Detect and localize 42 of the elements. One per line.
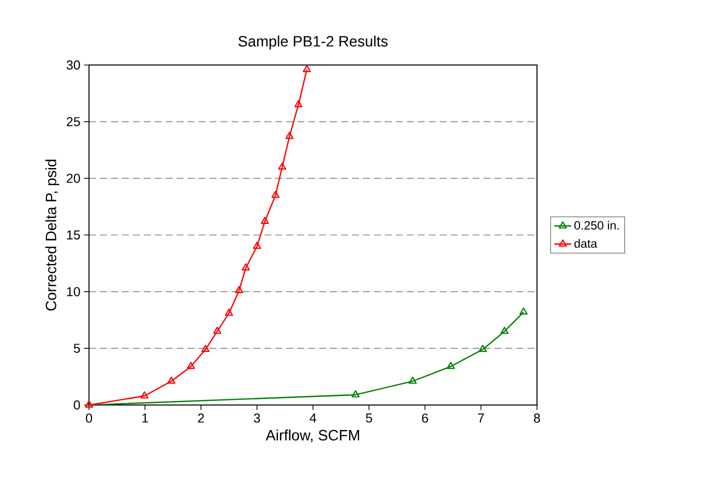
x-tick-label: 8: [534, 414, 540, 423]
point: [285, 132, 294, 139]
legend-label: 0.250 in.: [574, 220, 619, 230]
point: [294, 100, 302, 108]
point: [224, 308, 234, 316]
x-tick-label: 0: [86, 414, 92, 423]
point: [478, 344, 487, 352]
x-tick-label: 1: [142, 414, 148, 422]
point: [271, 190, 280, 198]
point: [235, 286, 244, 294]
x-tick-label: 6: [422, 414, 428, 423]
point: [186, 362, 195, 370]
chart-title: Sample PB1-2 Results: [238, 36, 388, 50]
y-tick-label: 30: [66, 60, 80, 70]
point: [352, 390, 360, 398]
legend-label: data: [574, 238, 598, 248]
point: [242, 263, 250, 270]
point: [167, 376, 176, 384]
x-axis-title: Airflow, SCFM: [266, 430, 360, 442]
x-tick-label: 4: [310, 414, 316, 422]
point: [500, 326, 509, 334]
y-tick-label: 20: [66, 174, 80, 183]
y-tick-label: 15: [67, 230, 80, 240]
x-tick-label: 3: [254, 414, 260, 423]
y-tick-label: 5: [74, 344, 80, 353]
point: [213, 326, 222, 334]
x-tick-label: 2: [198, 414, 204, 423]
point: [446, 362, 455, 370]
x-tick-label: 5: [366, 414, 372, 423]
point: [260, 216, 269, 224]
point: [252, 242, 262, 249]
point: [278, 162, 286, 170]
point: [201, 344, 210, 352]
point: [408, 376, 417, 384]
y-tick-label: 10: [67, 287, 80, 296]
point: [520, 307, 528, 315]
point: [302, 64, 311, 72]
x-tick-label: 7: [478, 414, 484, 422]
y-axis-title: Corrected Delta P, psid: [45, 160, 60, 311]
y-tick-label: 0: [74, 400, 80, 410]
y-tick-label: 25: [66, 117, 80, 126]
point: [140, 391, 148, 399]
